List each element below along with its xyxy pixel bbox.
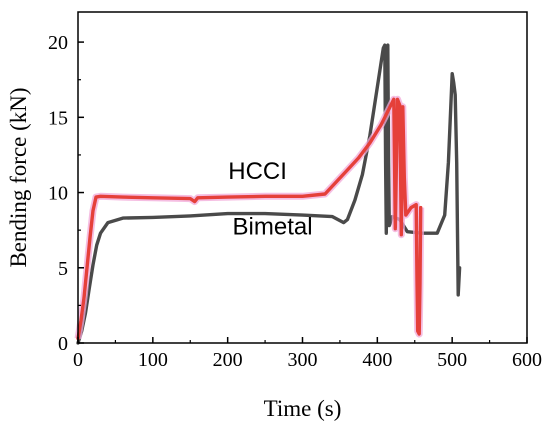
x-tick-label: 0 [73, 349, 83, 371]
x-tick-label: 600 [512, 349, 542, 371]
bimetal-series-line [76, 43, 462, 345]
y-tick-label: 0 [58, 333, 68, 355]
series-labels: HCCI Bimetal [228, 158, 312, 241]
x-tick-label: 200 [213, 349, 243, 371]
y-tick-label: 20 [48, 32, 68, 54]
plot-lines [74, 43, 462, 345]
hcci-label: HCCI [228, 158, 287, 185]
y-tick-label: 10 [48, 183, 68, 205]
y-tick-label: 5 [58, 258, 68, 280]
y-axis-title: Bending force (kN) [6, 87, 31, 267]
x-tick-label: 100 [138, 349, 168, 371]
x-axis-title: Time (s) [264, 396, 342, 421]
y-tick-label: 15 [48, 107, 68, 129]
x-tick-label: 400 [362, 349, 392, 371]
x-tick-label: 500 [437, 349, 467, 371]
x-tick-label: 300 [288, 349, 318, 371]
y-axis: 0 5 10 15 20 [48, 32, 84, 355]
x-axis: 0 100 200 300 400 500 600 [73, 337, 542, 371]
bimetal-label: Bimetal [233, 214, 313, 241]
hcci-series-line [76, 97, 423, 341]
